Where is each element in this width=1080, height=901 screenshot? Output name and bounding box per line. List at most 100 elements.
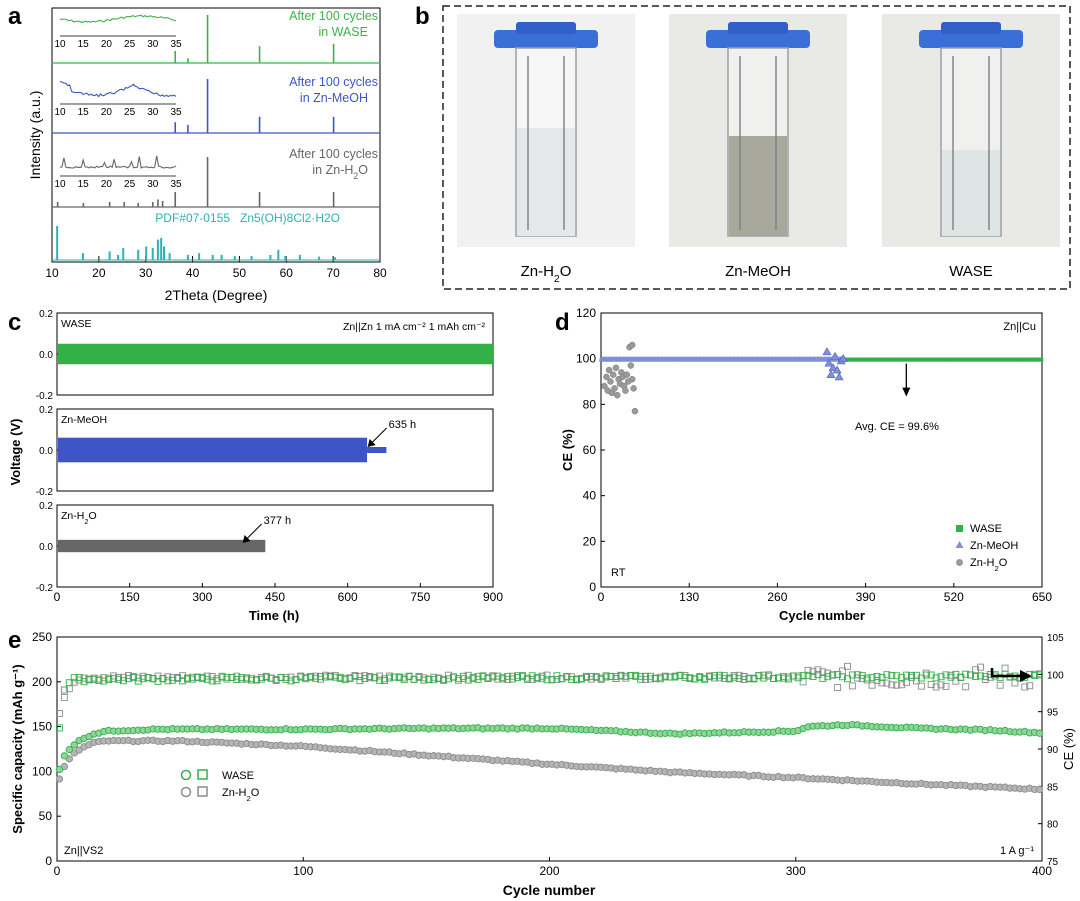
y2tick-label: 100 <box>1047 670 1064 681</box>
xtick-label: 750 <box>410 590 430 604</box>
panel-label-b: b <box>415 3 430 30</box>
xtick-label: 80 <box>373 266 387 280</box>
ce-point <box>282 675 290 683</box>
ce-point <box>937 681 945 689</box>
vial-liquid <box>729 136 787 236</box>
ce-point <box>927 681 935 689</box>
ce-point <box>647 672 654 680</box>
xtick-label: 600 <box>338 590 358 604</box>
ce-point <box>312 674 320 682</box>
ce-point <box>932 674 940 682</box>
capacity-point <box>75 746 83 754</box>
ce-point <box>1031 671 1039 679</box>
ce-point <box>228 674 236 681</box>
xtick-label: 260 <box>767 590 787 604</box>
inset-tick: 35 <box>170 179 182 190</box>
ce-point <box>489 673 497 681</box>
ce-point <box>469 673 477 681</box>
subplot-1: 0.2 0.0 -0.2 WASE <box>36 309 494 402</box>
ytick-label: 0 <box>45 854 52 868</box>
ce-point <box>952 677 960 685</box>
ce-point <box>213 677 221 685</box>
ce-point <box>587 672 595 680</box>
panel-e-legend: WASE Zn-H2O <box>180 769 260 803</box>
ce-point <box>356 673 364 680</box>
voltage-band <box>58 437 368 463</box>
h2o-point <box>605 366 613 374</box>
inset-curve <box>59 80 177 98</box>
ce-point <box>233 676 241 683</box>
meoh-scatter-point <box>824 358 834 367</box>
ce-point <box>602 672 610 680</box>
ce-point <box>95 677 103 685</box>
ce-point <box>903 671 911 679</box>
panel-e-y2label: CE (%) <box>1061 728 1076 770</box>
h2o-point <box>630 385 637 392</box>
y2tick-label: 85 <box>1047 782 1059 793</box>
annotation-text: 377 h <box>264 515 292 527</box>
ce-point <box>120 673 127 681</box>
xtick-label: 50 <box>233 266 247 280</box>
ce-point <box>809 672 817 680</box>
subplot-3: 0.2 0.0 -0.2 Zn-H2O 377 h <box>36 501 494 594</box>
ce-point <box>681 673 689 681</box>
ce-point <box>454 676 462 684</box>
ce-point <box>976 672 984 680</box>
ce-point <box>1001 664 1009 672</box>
panel-label-e: e <box>8 627 21 654</box>
ce-point <box>883 671 891 679</box>
vial-photo-1 <box>457 14 635 247</box>
y2tick-label: 95 <box>1047 708 1059 719</box>
xtick-label: 100 <box>293 864 313 878</box>
ce-point <box>853 671 861 679</box>
meoh-scatter-point <box>838 354 848 362</box>
ce-point <box>514 673 521 681</box>
ce-point <box>893 681 901 689</box>
panel-label-c: c <box>8 309 21 336</box>
ce-point <box>80 678 88 686</box>
ce-point <box>592 673 600 681</box>
ytick-label: 100 <box>576 352 596 366</box>
panel-e-rate-label: 1 A g⁻¹ <box>1000 845 1034 857</box>
h2o-point <box>614 391 621 399</box>
ce-point <box>385 674 393 682</box>
panel-a-xticks: 10 20 30 40 50 60 70 80 <box>45 256 387 280</box>
ce-point <box>863 674 871 682</box>
ce-point <box>243 675 251 683</box>
avg-arrowhead <box>902 387 911 397</box>
xtick-label: 0 <box>54 590 61 604</box>
inset-tick: 35 <box>170 39 182 50</box>
ce-point <box>986 671 994 678</box>
ce-point <box>307 673 315 681</box>
ce-point <box>445 671 452 679</box>
ytick-label: 0.2 <box>39 405 53 416</box>
ce-point <box>144 674 152 682</box>
ce-point <box>824 669 832 677</box>
ce-point <box>770 674 778 682</box>
panel-c-condition: Zn||Zn 1 mA cm⁻² 1 mAh cm⁻² <box>343 321 485 333</box>
ce-point <box>459 672 467 680</box>
ce-point <box>1021 683 1029 691</box>
ce-point <box>420 676 428 684</box>
ce-point <box>804 671 812 679</box>
panel-c-ylabel: Voltage (V) <box>8 419 23 486</box>
y2tick-label: 75 <box>1047 857 1059 868</box>
ce-point <box>361 675 369 683</box>
ytick-label: -0.2 <box>36 583 54 594</box>
ce-point <box>898 681 906 689</box>
ce-point <box>124 675 132 683</box>
vial-cap-top <box>728 22 788 34</box>
ce-point <box>779 674 787 682</box>
ce-point <box>844 662 851 670</box>
ce-point <box>972 673 979 680</box>
ytick-label: 60 <box>583 443 597 457</box>
panel-e-cycling: 0 100 200 300 400 0 50 100 150 200 250 75 80 85 90 95 10… <box>10 630 1076 898</box>
ce-point <box>666 673 674 681</box>
panel-e-corner-label: Zn||VS2 <box>64 845 103 857</box>
ce-point <box>346 674 354 682</box>
ce-point <box>164 673 172 681</box>
ce-point <box>834 684 842 692</box>
legend-circle <box>180 769 192 781</box>
meoh-scatter-point <box>830 351 840 360</box>
ce-point <box>499 674 507 682</box>
